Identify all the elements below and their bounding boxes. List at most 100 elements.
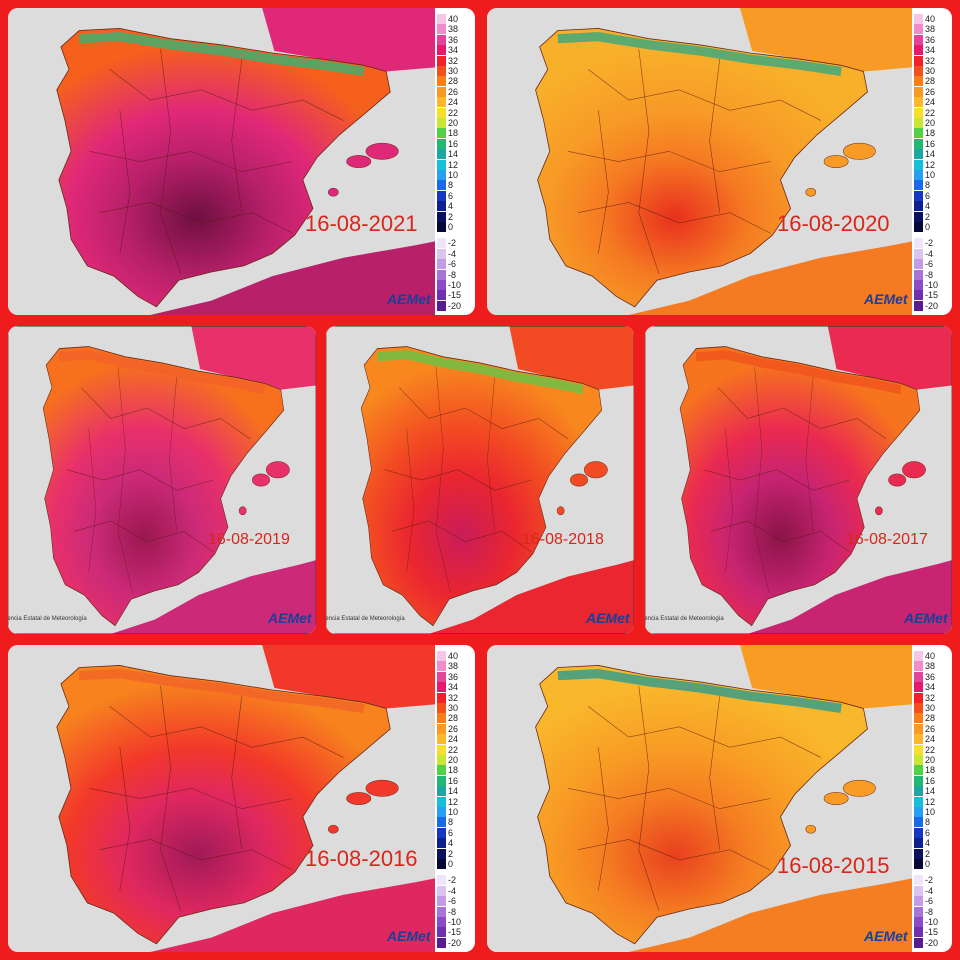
- legend-swatch: [914, 786, 923, 797]
- province-border: [109, 69, 344, 121]
- legend-label: 36: [448, 671, 459, 682]
- island: [842, 779, 876, 797]
- legend-swatch: [437, 937, 446, 948]
- agency: Agencia Estatal de Meteorología: [8, 616, 87, 622]
- legend-swatch: [437, 248, 446, 259]
- legend-label: -15: [448, 927, 462, 938]
- legend-swatch: [437, 55, 446, 66]
- province-border: [709, 696, 721, 850]
- legend-swatch: [437, 692, 446, 703]
- legend-label: 24: [448, 97, 459, 108]
- legend-label: 10: [448, 807, 459, 817]
- france: [262, 645, 435, 709]
- legend-swatch: [437, 859, 446, 869]
- logo: AEMet: [864, 291, 908, 307]
- province-border: [89, 787, 293, 810]
- province-border: [598, 110, 609, 254]
- legend-swatch: [914, 259, 923, 270]
- legend-swatch: [437, 917, 446, 927]
- logo: AEMet: [387, 291, 431, 307]
- map: [645, 326, 952, 634]
- legend-label: 26: [925, 86, 936, 97]
- legend-label: 8: [925, 817, 931, 828]
- legend-swatch: [914, 45, 923, 56]
- legend-label: 28: [448, 76, 459, 87]
- legend-label: 32: [448, 55, 459, 66]
- legend-label: 14: [448, 149, 459, 160]
- legend-label: 38: [448, 24, 459, 35]
- legend-label: -4: [448, 885, 457, 896]
- legend-label: -15: [448, 290, 462, 301]
- legend-swatch: [437, 138, 446, 149]
- legend-label: 16: [448, 138, 459, 149]
- province-border: [725, 428, 733, 573]
- province-border: [709, 59, 721, 213]
- legend-swatch: [437, 211, 446, 222]
- legend-label: 38: [448, 661, 459, 672]
- legend-label: 40: [448, 651, 459, 661]
- legend-swatch: [914, 723, 923, 734]
- legend-swatch: [914, 222, 923, 232]
- legend-label: 12: [448, 159, 459, 170]
- legend-swatch: [437, 661, 446, 672]
- legend-label: 22: [448, 744, 459, 755]
- legend-swatch: [437, 45, 446, 56]
- legend-swatch: [914, 692, 923, 703]
- legend-label: -6: [448, 896, 457, 907]
- africa: [628, 878, 912, 952]
- legend-swatch: [914, 775, 923, 786]
- legend-label: 26: [448, 86, 459, 97]
- legend-swatch: [914, 807, 923, 817]
- legend-label: 28: [925, 76, 936, 87]
- legend-swatch: [437, 885, 446, 896]
- north-band: [557, 669, 842, 714]
- legend-label: 8: [448, 817, 454, 828]
- legend-label: 0: [925, 859, 931, 869]
- legend-swatch: [437, 170, 446, 180]
- legend-label: -2: [925, 875, 934, 886]
- map-panel: 16-08-2015 AEMet 40 38 36 34 32 30 28 26 24 22 20 18 1…: [487, 645, 952, 952]
- legend-label: 0: [448, 222, 454, 232]
- legend-label: 8: [925, 180, 931, 191]
- legend-label: 28: [925, 713, 936, 724]
- map-panel: 16-08-2021 AEMet 40 38 36 34 32 30 28 26 24 22 20 18 1…: [8, 8, 475, 315]
- province-border: [567, 150, 771, 173]
- legend-label: -4: [925, 248, 934, 259]
- legend-swatch: [437, 97, 446, 108]
- province-border: [805, 377, 814, 532]
- island: [346, 155, 372, 168]
- legend-label: 28: [448, 713, 459, 724]
- legend-swatch: [914, 248, 923, 259]
- date-label: 16-08-2021: [305, 211, 418, 236]
- legend-label: 12: [925, 159, 936, 170]
- africa: [747, 560, 952, 634]
- legend-swatch: [437, 651, 446, 661]
- legend-swatch: [437, 280, 446, 290]
- legend-label: 30: [925, 703, 936, 713]
- legend-label: 2: [448, 848, 454, 859]
- africa: [110, 560, 316, 634]
- province-border: [81, 387, 251, 440]
- legend-swatch: [914, 128, 923, 139]
- legend-label: 32: [925, 692, 936, 703]
- iberia: [679, 346, 921, 627]
- legend-swatch: [914, 827, 923, 838]
- legend-swatch: [914, 859, 923, 869]
- legend-swatch: [437, 703, 446, 713]
- legend-swatch: [914, 651, 923, 661]
- legend-label: 18: [925, 128, 936, 139]
- legend-swatch: [914, 875, 923, 886]
- province-border: [638, 685, 660, 912]
- legend-label: 20: [925, 755, 936, 765]
- map: [8, 326, 316, 634]
- legend-label: 6: [448, 190, 454, 201]
- legend-label: -8: [925, 906, 934, 917]
- legend-swatch: [437, 259, 446, 270]
- province-border: [99, 202, 293, 234]
- legend-label: 8: [448, 180, 454, 191]
- province-border: [399, 387, 569, 440]
- legend-label: 20: [925, 118, 936, 128]
- legend-label: -15: [925, 290, 939, 301]
- legend-label: 40: [925, 651, 936, 661]
- legend-label: -20: [448, 937, 462, 948]
